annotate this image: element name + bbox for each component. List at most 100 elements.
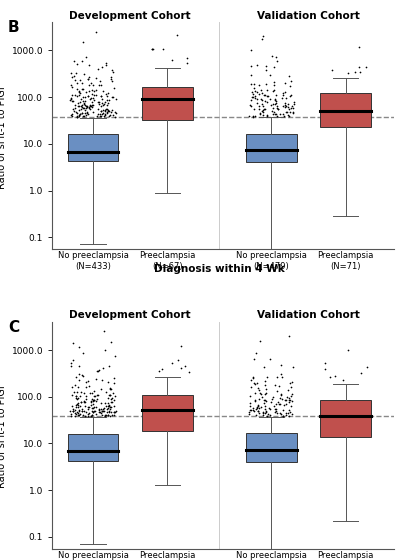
Point xyxy=(272,404,279,413)
Point xyxy=(75,370,82,379)
Text: No preeclampsia
(N=479): No preeclampsia (N=479) xyxy=(235,550,306,560)
Point xyxy=(252,348,259,357)
Point xyxy=(260,398,266,407)
Point xyxy=(282,411,288,420)
Point xyxy=(79,410,86,419)
Point xyxy=(277,409,283,418)
Point xyxy=(251,105,257,114)
Point xyxy=(83,87,89,96)
Point xyxy=(285,103,291,112)
Point xyxy=(105,398,111,407)
Point xyxy=(278,394,284,403)
Point xyxy=(285,104,292,113)
Point xyxy=(270,402,276,410)
Point xyxy=(248,92,255,101)
Point xyxy=(155,366,162,375)
Point xyxy=(87,400,94,409)
Point xyxy=(89,410,95,419)
Point xyxy=(88,101,95,110)
Point xyxy=(99,99,105,108)
Text: Preeclampsia
(N=71): Preeclampsia (N=71) xyxy=(317,251,373,270)
Point xyxy=(262,62,268,71)
Point xyxy=(73,91,80,100)
Point xyxy=(84,108,90,116)
Point xyxy=(105,408,112,417)
Point xyxy=(261,91,268,100)
Point xyxy=(259,110,265,119)
Point xyxy=(103,108,109,116)
Point xyxy=(253,379,259,388)
Point xyxy=(87,94,94,102)
Point xyxy=(270,62,276,71)
Bar xyxy=(68,434,118,461)
Point xyxy=(272,109,278,118)
Point xyxy=(70,72,77,81)
Point xyxy=(94,366,100,375)
Point xyxy=(326,372,333,381)
Point xyxy=(99,95,105,104)
Point xyxy=(68,111,75,120)
Point xyxy=(281,78,288,87)
Point xyxy=(92,375,99,384)
Point xyxy=(253,404,259,413)
Point xyxy=(105,88,111,97)
Point xyxy=(74,408,80,417)
Point xyxy=(74,393,81,402)
Point xyxy=(271,96,278,105)
Point xyxy=(83,382,89,391)
Point xyxy=(84,91,91,100)
Point xyxy=(93,394,99,403)
Point xyxy=(81,99,87,108)
Point xyxy=(79,102,85,111)
Point xyxy=(105,390,111,399)
Point xyxy=(268,106,274,115)
Point xyxy=(93,86,99,95)
Point xyxy=(107,390,113,399)
Point xyxy=(107,404,113,413)
Point xyxy=(76,110,83,119)
Point xyxy=(108,385,114,394)
Point xyxy=(110,407,117,416)
Point xyxy=(89,102,95,111)
Point xyxy=(263,411,270,420)
Point xyxy=(87,105,93,114)
Point xyxy=(105,95,112,104)
Point xyxy=(258,88,264,97)
Point xyxy=(99,404,105,413)
Point xyxy=(259,108,266,116)
Point xyxy=(288,402,294,411)
Point xyxy=(107,72,114,81)
Point xyxy=(90,397,96,406)
Y-axis label: Ratio of sFlt-1 to PlGF: Ratio of sFlt-1 to PlGF xyxy=(0,382,8,488)
Point xyxy=(74,399,81,408)
Point xyxy=(274,104,281,113)
Point xyxy=(70,407,77,416)
Point xyxy=(148,45,154,54)
Point xyxy=(257,403,263,412)
Point xyxy=(102,104,109,113)
Point xyxy=(261,376,267,385)
Point xyxy=(111,374,117,382)
Point xyxy=(250,354,257,363)
Point xyxy=(89,394,95,403)
Point xyxy=(105,362,111,371)
Point xyxy=(106,391,113,400)
Point xyxy=(279,110,286,119)
Point xyxy=(73,79,79,88)
Point xyxy=(271,399,278,408)
Point xyxy=(86,72,93,81)
Point xyxy=(84,412,91,421)
Point xyxy=(271,381,277,390)
Point xyxy=(81,100,87,109)
Point xyxy=(93,409,99,418)
Point xyxy=(99,63,105,72)
Point xyxy=(103,100,109,109)
Point xyxy=(95,105,101,114)
Point xyxy=(106,401,112,410)
Point xyxy=(102,388,109,396)
Bar xyxy=(142,395,192,431)
Point xyxy=(259,34,265,43)
Point xyxy=(76,342,82,351)
Point xyxy=(255,105,261,114)
Point xyxy=(79,407,85,416)
